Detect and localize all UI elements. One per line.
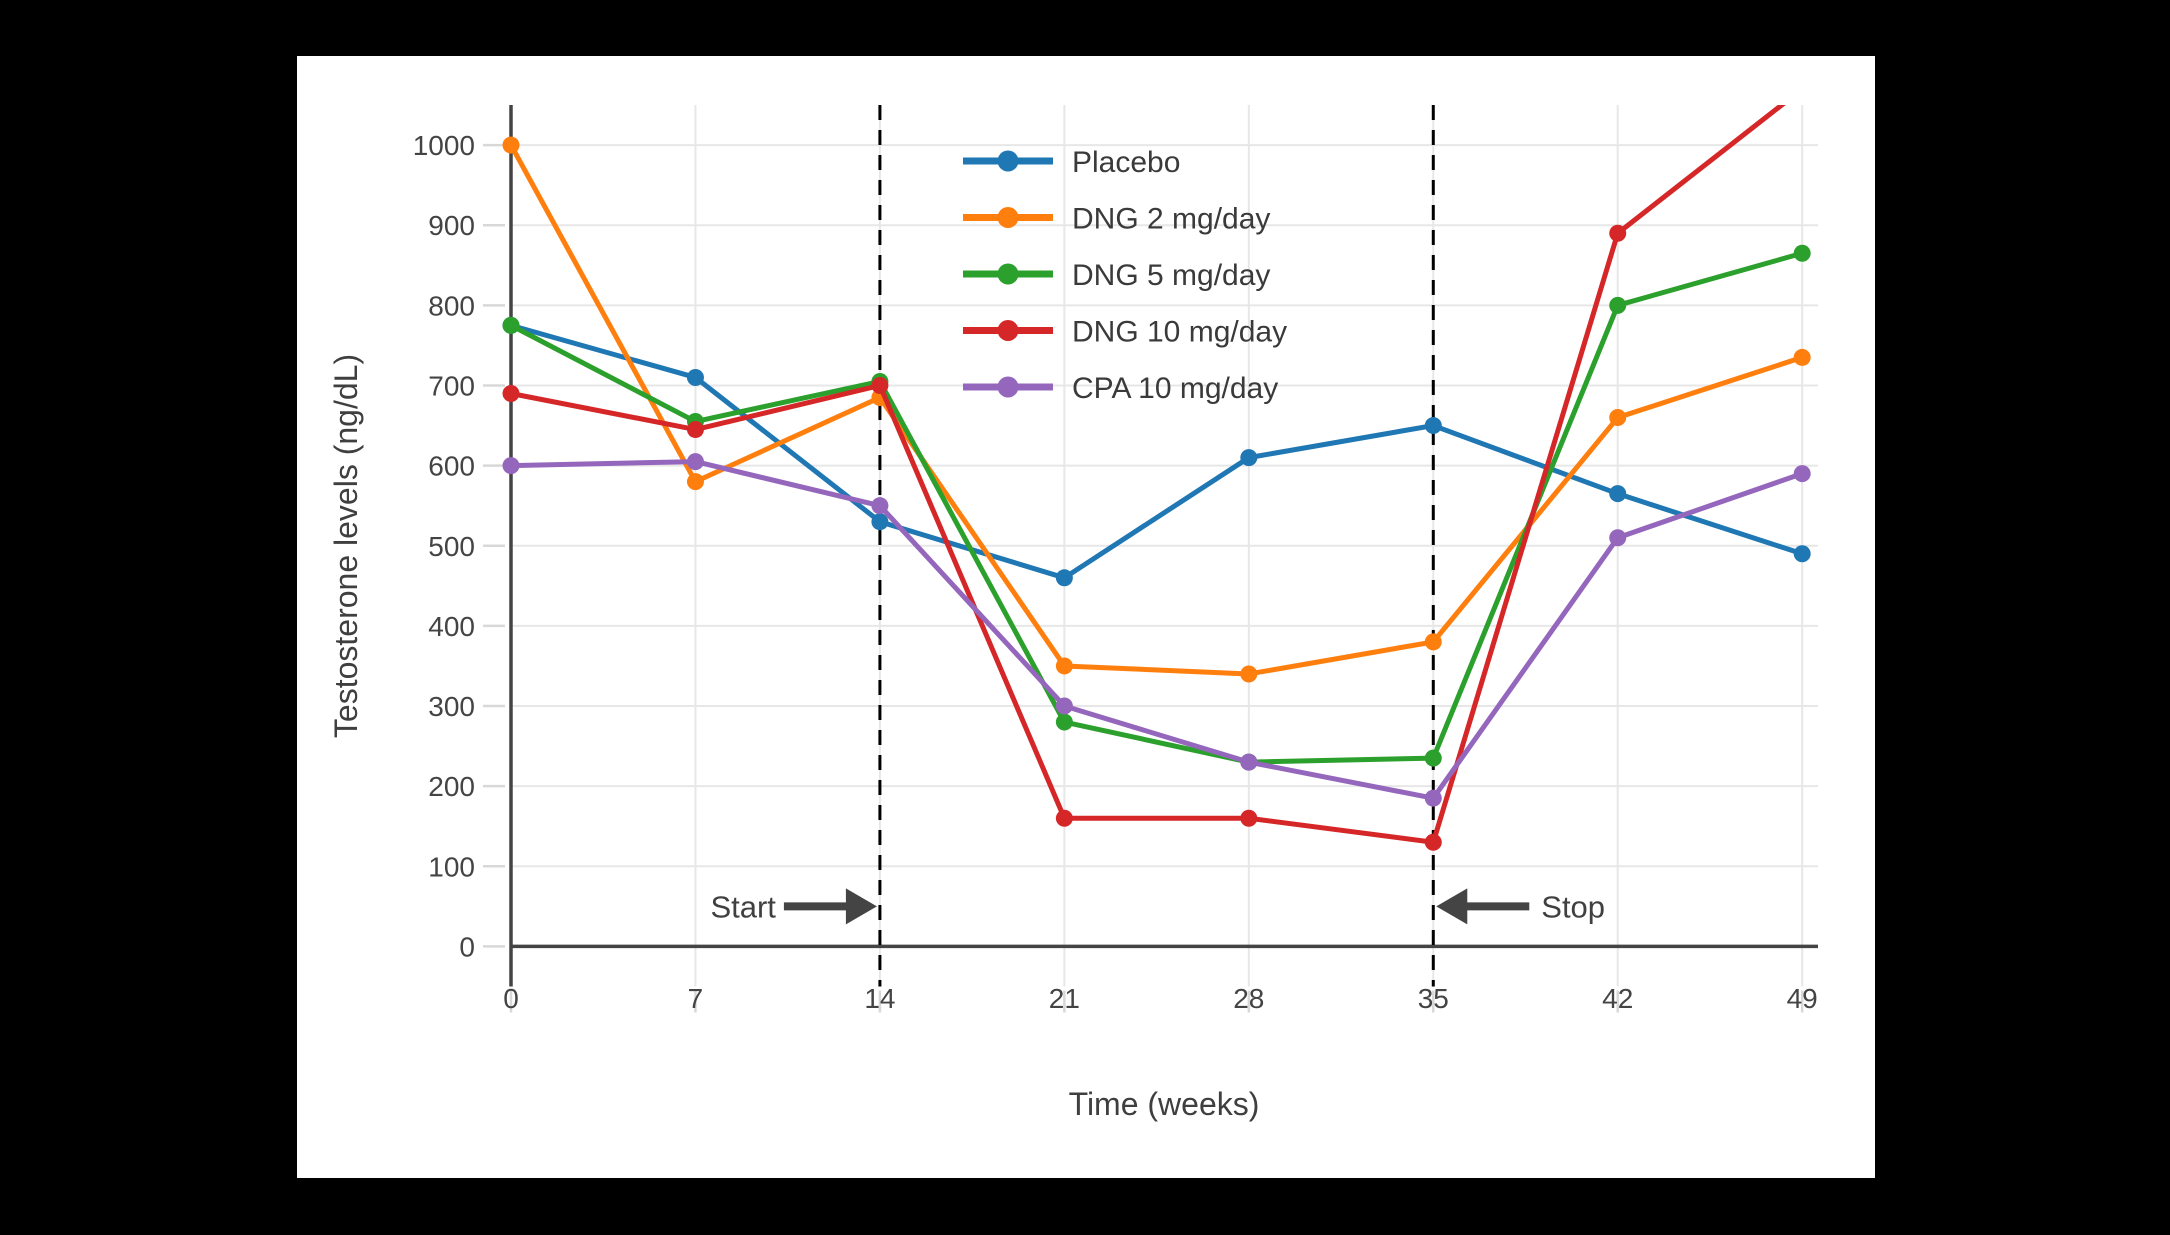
data-point-placebo-week-35[interactable] bbox=[1424, 417, 1442, 435]
legend-marker-sample bbox=[997, 263, 1019, 285]
legend-marker-sample bbox=[997, 320, 1019, 341]
data-point-dng-2-mg-day-week-21[interactable] bbox=[1055, 657, 1073, 675]
y-tick-label-1000: 1000 bbox=[413, 130, 475, 161]
x-tick-label-28: 28 bbox=[1233, 983, 1264, 1014]
legend-item-dng-10-mg-day[interactable]: DNG 10 mg/day bbox=[963, 316, 1287, 349]
data-point-dng-10-mg-day-week-42[interactable] bbox=[1609, 224, 1627, 242]
data-point-placebo-week-49[interactable] bbox=[1793, 545, 1811, 563]
series-line-2 bbox=[508, 250, 1805, 765]
x-tick-label-7: 7 bbox=[688, 983, 704, 1014]
x-axis-title: Time (weeks) bbox=[1069, 1086, 1260, 1122]
series-dng-10-mg-day bbox=[502, 80, 1811, 851]
y-tick-label-800: 800 bbox=[428, 290, 475, 321]
legend-item-placebo[interactable]: Placebo bbox=[963, 146, 1180, 179]
line-chart: 0 100 200 300 400 500 600 700 800 900 1000 0 7 14 21 28… bbox=[328, 80, 1818, 1122]
data-point-cpa-10-mg-day-week-49[interactable] bbox=[1793, 465, 1811, 483]
data-point-placebo-week-21[interactable] bbox=[1055, 569, 1073, 587]
legend-label: CPA 10 mg/day bbox=[1072, 372, 1278, 405]
y-tick-label-300: 300 bbox=[428, 691, 475, 722]
y-tick-label-400: 400 bbox=[428, 611, 475, 642]
data-point-dng-2-mg-day-week-7[interactable] bbox=[686, 473, 704, 491]
legend-marker-sample bbox=[997, 150, 1019, 172]
x-tick-label-21: 21 bbox=[1049, 983, 1080, 1014]
data-point-placebo-week-28[interactable] bbox=[1240, 449, 1258, 467]
legend-label: DNG 10 mg/day bbox=[1072, 316, 1287, 349]
data-point-dng-2-mg-day-week-35[interactable] bbox=[1424, 633, 1442, 651]
data-point-dng-5-mg-day-week-21[interactable] bbox=[1055, 713, 1073, 731]
data-point-dng-10-mg-day-week-0[interactable] bbox=[502, 384, 520, 402]
legend-label: Placebo bbox=[1072, 146, 1180, 179]
series-cpa-10-mg-day bbox=[502, 453, 1811, 807]
y-tick-label-700: 700 bbox=[428, 370, 475, 401]
annotations: Start Stop bbox=[710, 888, 1605, 925]
legend-item-dng-5-mg-day[interactable]: DNG 5 mg/day bbox=[963, 259, 1270, 292]
annotation-stop: Stop bbox=[1436, 888, 1605, 925]
legend-marker-sample bbox=[997, 376, 1019, 398]
start-arrow-head-icon bbox=[845, 888, 877, 925]
legend-label: DNG 2 mg/day bbox=[1072, 203, 1270, 236]
data-point-placebo-week-14[interactable] bbox=[871, 513, 889, 531]
x-tick-label-35: 35 bbox=[1418, 983, 1449, 1014]
data-point-dng-5-mg-day-week-49[interactable] bbox=[1793, 244, 1811, 262]
y-tick-label-600: 600 bbox=[428, 451, 475, 482]
legend-item-cpa-10-mg-day[interactable]: CPA 10 mg/day bbox=[963, 372, 1278, 405]
data-point-cpa-10-mg-day-week-35[interactable] bbox=[1424, 789, 1442, 807]
y-tick-label-900: 900 bbox=[428, 210, 475, 241]
data-series bbox=[502, 80, 1811, 851]
data-point-cpa-10-mg-day-week-21[interactable] bbox=[1055, 697, 1073, 715]
data-point-placebo-week-42[interactable] bbox=[1609, 485, 1627, 503]
data-point-dng-10-mg-day-week-49[interactable] bbox=[1794, 80, 1811, 97]
data-point-dng-5-mg-day-week-0[interactable] bbox=[502, 316, 520, 334]
data-point-cpa-10-mg-day-week-28[interactable] bbox=[1240, 753, 1258, 771]
data-point-dng-10-mg-day-week-14[interactable] bbox=[871, 376, 889, 394]
x-tick-label-0: 0 bbox=[503, 983, 519, 1014]
y-tick-label-200: 200 bbox=[428, 771, 475, 802]
data-point-dng-10-mg-day-week-7[interactable] bbox=[686, 421, 704, 439]
legend: Placebo DNG 2 mg/day DNG 5 mg/day DNG 10 mg… bbox=[963, 146, 1287, 405]
x-tick-label-49: 49 bbox=[1787, 983, 1818, 1014]
y-tick-label-0: 0 bbox=[459, 931, 475, 962]
data-point-dng-2-mg-day-week-49[interactable] bbox=[1793, 348, 1811, 366]
data-point-dng-5-mg-day-week-42[interactable] bbox=[1609, 296, 1627, 314]
axis-ticks: 0 100 200 300 400 500 600 700 800 900 1000 0 7 14 21 28… bbox=[413, 130, 1818, 1014]
stop-label: Stop bbox=[1541, 889, 1605, 924]
x-tick-label-42: 42 bbox=[1602, 983, 1633, 1014]
annotation-start: Start bbox=[710, 888, 877, 925]
y-axis-title: Testosterone levels (ng/dL) bbox=[328, 354, 364, 738]
data-point-dng-2-mg-day-week-42[interactable] bbox=[1609, 409, 1627, 427]
data-point-dng-10-mg-day-week-21[interactable] bbox=[1055, 809, 1073, 827]
start-label: Start bbox=[710, 889, 776, 924]
data-point-dng-5-mg-day-week-35[interactable] bbox=[1424, 749, 1442, 767]
x-tick-label-14: 14 bbox=[864, 983, 895, 1014]
stop-arrow-head-icon bbox=[1436, 888, 1468, 925]
series-line-0 bbox=[508, 322, 1805, 581]
data-point-dng-10-mg-day-week-28[interactable] bbox=[1240, 809, 1258, 827]
data-point-placebo-week-7[interactable] bbox=[686, 368, 704, 386]
axis-spines bbox=[509, 105, 1818, 987]
data-point-dng-10-mg-day-week-35[interactable] bbox=[1424, 833, 1442, 851]
series-line-4 bbox=[508, 459, 1805, 801]
chart-card: 0 100 200 300 400 500 600 700 800 900 1000 0 7 14 21 28… bbox=[297, 56, 1875, 1178]
data-point-dng-2-mg-day-week-28[interactable] bbox=[1240, 665, 1258, 683]
data-point-dng-2-mg-day-week-0[interactable] bbox=[502, 136, 520, 154]
data-point-cpa-10-mg-day-week-14[interactable] bbox=[871, 497, 889, 515]
data-point-cpa-10-mg-day-week-42[interactable] bbox=[1609, 529, 1627, 547]
series-line-3 bbox=[508, 105, 1786, 845]
y-tick-label-500: 500 bbox=[428, 531, 475, 562]
legend-label: DNG 5 mg/day bbox=[1072, 259, 1270, 292]
y-tick-label-100: 100 bbox=[428, 851, 475, 882]
legend-marker-sample bbox=[997, 207, 1019, 228]
data-point-cpa-10-mg-day-week-0[interactable] bbox=[502, 457, 520, 475]
data-point-cpa-10-mg-day-week-7[interactable] bbox=[686, 453, 704, 471]
legend-item-dng-2-mg-day[interactable]: DNG 2 mg/day bbox=[963, 203, 1270, 236]
